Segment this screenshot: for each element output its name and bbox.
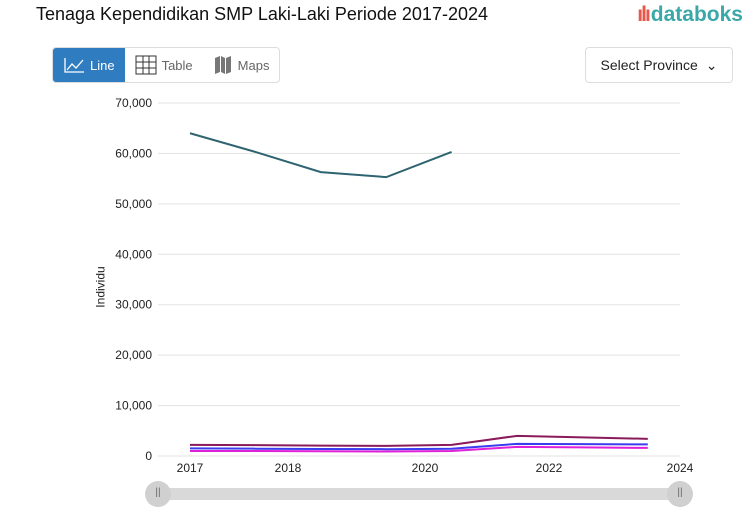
line-chart: 0 10,000 20,000 30,000 40,000 50,000 60,000 70,… — [115, 96, 694, 475]
range-slider-handle-right[interactable]: || — [667, 481, 693, 507]
province-select[interactable]: Select Province ⌄ — [585, 47, 733, 83]
tab-line[interactable]: Line — [53, 48, 125, 82]
x-tick-label: 2024 — [667, 461, 694, 475]
series-line-1[interactable] — [189, 434, 648, 447]
x-tick-label: 2020 — [412, 461, 439, 475]
range-slider-handle-left[interactable]: || — [145, 481, 171, 507]
x-tick-label: 2018 — [275, 461, 302, 475]
x-tick-label: 2017 — [177, 461, 204, 475]
table-icon — [135, 55, 157, 75]
tab-maps[interactable]: Maps — [203, 48, 280, 82]
y-tick-label: 30,000 — [115, 298, 152, 312]
y-tick-label: 10,000 — [115, 399, 152, 413]
y-tick-label: 50,000 — [115, 197, 152, 211]
y-tick-label: 40,000 — [115, 247, 152, 261]
chevron-down-icon: ⌄ — [705, 56, 718, 73]
line-chart-icon — [64, 58, 84, 73]
series-line-2[interactable] — [189, 442, 648, 451]
chart-title: Tenaga Kependidikan SMP Laki-Laki Period… — [36, 4, 488, 24]
map-icon — [214, 56, 231, 74]
y-tick-label: 70,000 — [115, 96, 152, 110]
y-tick-label: 20,000 — [115, 348, 152, 362]
view-tabs: Line Table Maps — [52, 47, 281, 83]
databoks-logo: ılıdataboks — [637, 3, 743, 26]
series-line-0[interactable] — [189, 132, 452, 179]
tab-table[interactable]: Table — [125, 48, 203, 82]
series-line-3[interactable] — [190, 445, 648, 453]
range-slider-track[interactable] — [158, 488, 680, 500]
y-tick-label: 60,000 — [115, 146, 152, 160]
y-tick-label: 0 — [145, 449, 152, 463]
x-tick-label: 2022 — [536, 461, 563, 475]
